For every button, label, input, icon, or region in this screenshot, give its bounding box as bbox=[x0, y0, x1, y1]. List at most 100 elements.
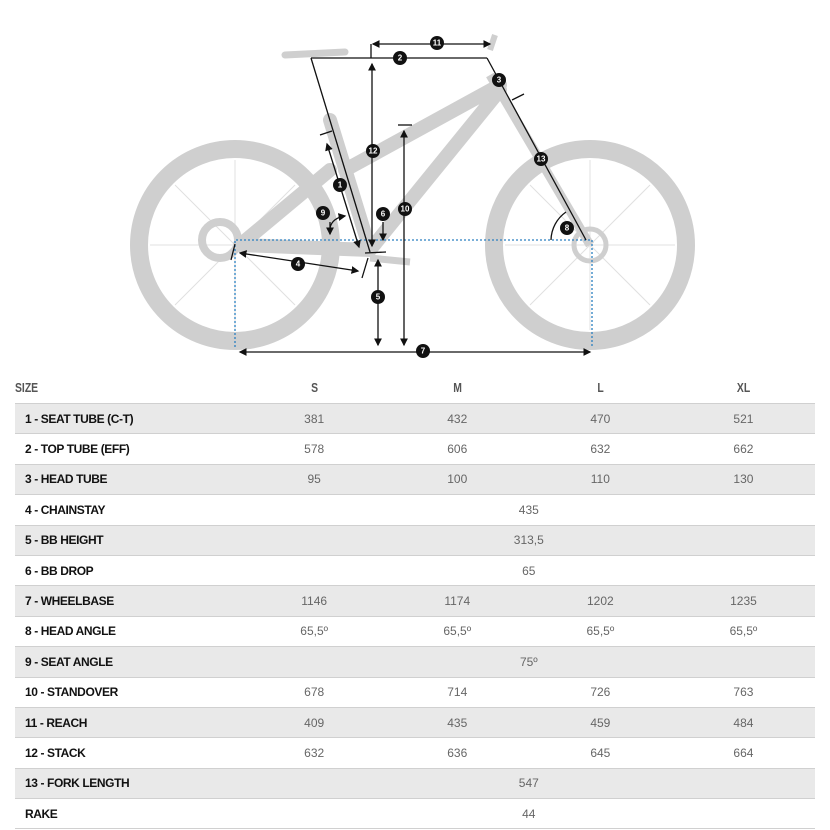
table-row: 2 - TOP TUBE (EFF) 578 606 632 662 bbox=[15, 433, 815, 465]
cell-value: 484 bbox=[671, 707, 815, 739]
cell-value: 714 bbox=[385, 677, 529, 708]
cell-value: 470 bbox=[528, 403, 672, 435]
cell-value: 606 bbox=[385, 433, 529, 465]
svg-text:2: 2 bbox=[398, 54, 403, 63]
svg-text:11: 11 bbox=[433, 39, 442, 48]
cell-value: 65,5º bbox=[242, 616, 386, 648]
header-size: SIZE bbox=[15, 371, 198, 404]
cell-value: 1174 bbox=[385, 585, 529, 617]
cell-value: 100 bbox=[385, 464, 529, 496]
cell-value: 65,5º bbox=[528, 616, 672, 648]
table-header: SIZE S M L XL bbox=[15, 371, 815, 404]
reference-guides bbox=[234, 239, 593, 347]
svg-text:9: 9 bbox=[321, 209, 326, 218]
table-row: 8 - HEAD ANGLE 65,5º 65,5º 65,5º 65,5º bbox=[15, 616, 815, 648]
svg-text:3: 3 bbox=[497, 76, 502, 85]
svg-text:1: 1 bbox=[338, 181, 343, 190]
cell-value-all-sizes: 435 bbox=[242, 494, 815, 526]
cell-value: 459 bbox=[528, 707, 672, 739]
cell-value: 1235 bbox=[671, 585, 815, 617]
cell-value: 1202 bbox=[528, 585, 672, 617]
svg-text:8: 8 bbox=[565, 224, 570, 233]
row-label: 4 - CHAINSTAY bbox=[15, 494, 243, 526]
row-label: RAKE bbox=[15, 798, 243, 830]
cell-value-all-sizes: 313,5 bbox=[242, 525, 815, 556]
table-row: 4 - CHAINSTAY 435 bbox=[15, 494, 815, 526]
marker-4: 4 bbox=[291, 257, 305, 271]
dimension-markers: 1 2 3 4 5 6 7 8 9 10 11 12 13 bbox=[291, 36, 574, 358]
cell-value-all-sizes: 547 bbox=[242, 768, 815, 800]
table-row: 1 - SEAT TUBE (C-T) 381 432 470 521 bbox=[15, 403, 815, 435]
table-row: 3 - HEAD TUBE 95 100 110 130 bbox=[15, 464, 815, 496]
table-row: RAKE 44 bbox=[15, 798, 815, 830]
cell-value: 110 bbox=[528, 464, 672, 496]
cell-value: 678 bbox=[242, 677, 386, 708]
marker-8: 8 bbox=[560, 221, 574, 235]
row-label: 12 - STACK bbox=[15, 737, 243, 769]
row-label: 10 - STANDOVER bbox=[15, 677, 243, 708]
cell-value-all-sizes: 65 bbox=[242, 555, 815, 587]
bike-illustration bbox=[130, 34, 695, 350]
cell-value: 521 bbox=[671, 403, 815, 435]
cell-value-all-sizes: 44 bbox=[242, 798, 815, 830]
svg-text:4: 4 bbox=[296, 260, 301, 269]
marker-13: 13 bbox=[534, 152, 548, 166]
cell-value: 763 bbox=[671, 677, 815, 708]
cell-value: 432 bbox=[385, 403, 529, 435]
cell-value: 664 bbox=[671, 737, 815, 769]
marker-9: 9 bbox=[316, 206, 330, 220]
marker-6: 6 bbox=[376, 207, 390, 221]
table-row: 10 - STANDOVER 678 714 726 763 bbox=[15, 677, 815, 708]
front-wheel bbox=[485, 140, 695, 350]
marker-5: 5 bbox=[371, 290, 385, 304]
cell-value: 409 bbox=[242, 707, 386, 739]
row-label: 5 - BB HEIGHT bbox=[15, 525, 243, 556]
svg-text:13: 13 bbox=[537, 155, 546, 164]
row-label: 13 - FORK LENGTH bbox=[15, 768, 243, 800]
marker-3: 3 bbox=[492, 73, 506, 87]
row-label: 2 - TOP TUBE (EFF) bbox=[15, 433, 243, 465]
marker-10: 10 bbox=[398, 202, 412, 216]
table-row: 5 - BB HEIGHT 313,5 bbox=[15, 525, 815, 556]
cell-value: 65,5º bbox=[671, 616, 815, 648]
table-row: 13 - FORK LENGTH 547 bbox=[15, 768, 815, 800]
cell-value: 636 bbox=[385, 737, 529, 769]
cell-value-all-sizes: 75º bbox=[242, 646, 815, 678]
table-row: 12 - STACK 632 636 645 664 bbox=[15, 737, 815, 769]
header-m: M bbox=[400, 371, 515, 404]
cell-value: 632 bbox=[528, 433, 672, 465]
row-label: 1 - SEAT TUBE (C-T) bbox=[15, 403, 243, 435]
table-row: 9 - SEAT ANGLE 75º bbox=[15, 646, 815, 678]
cell-value: 381 bbox=[242, 403, 386, 435]
svg-text:12: 12 bbox=[369, 147, 378, 156]
cell-value: 578 bbox=[242, 433, 386, 465]
row-label: 6 - BB DROP bbox=[15, 555, 243, 587]
marker-11: 11 bbox=[430, 36, 444, 50]
row-label: 3 - HEAD TUBE bbox=[15, 464, 243, 496]
svg-text:6: 6 bbox=[381, 210, 386, 219]
table-row: 11 - REACH 409 435 459 484 bbox=[15, 707, 815, 739]
svg-text:7: 7 bbox=[421, 347, 426, 356]
marker-7: 7 bbox=[416, 344, 430, 358]
marker-12: 12 bbox=[366, 144, 380, 158]
header-xl: XL bbox=[686, 371, 801, 404]
row-label: 11 - REACH bbox=[15, 707, 243, 739]
cell-value: 130 bbox=[671, 464, 815, 496]
table-row: 7 - WHEELBASE 1146 1174 1202 1235 bbox=[15, 585, 815, 617]
cell-value: 65,5º bbox=[385, 616, 529, 648]
cell-value: 645 bbox=[528, 737, 672, 769]
cell-value: 95 bbox=[242, 464, 386, 496]
cell-value: 726 bbox=[528, 677, 672, 708]
cell-value: 435 bbox=[385, 707, 529, 739]
header-l: L bbox=[543, 371, 658, 404]
cell-value: 632 bbox=[242, 737, 386, 769]
row-label: 7 - WHEELBASE bbox=[15, 585, 243, 617]
row-label: 9 - SEAT ANGLE bbox=[15, 646, 243, 678]
header-s: S bbox=[256, 371, 372, 404]
marker-1: 1 bbox=[333, 178, 347, 192]
svg-text:5: 5 bbox=[376, 293, 381, 302]
cell-value: 1146 bbox=[242, 585, 386, 617]
row-label: 8 - HEAD ANGLE bbox=[15, 616, 243, 648]
cell-value: 662 bbox=[671, 433, 815, 465]
marker-2: 2 bbox=[393, 51, 407, 65]
